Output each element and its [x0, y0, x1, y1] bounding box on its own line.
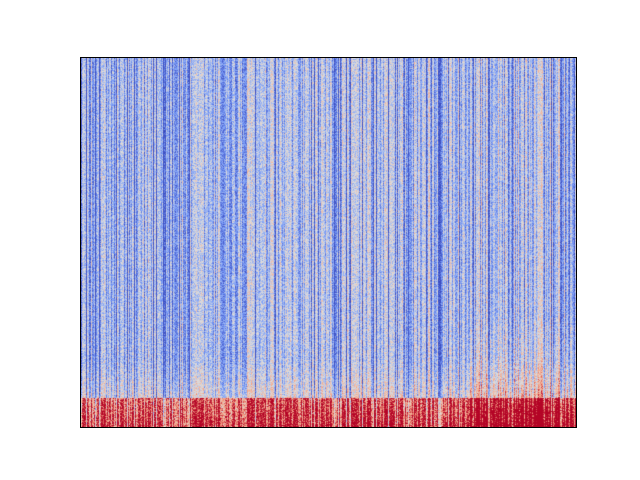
heatmap-image	[81, 58, 576, 427]
